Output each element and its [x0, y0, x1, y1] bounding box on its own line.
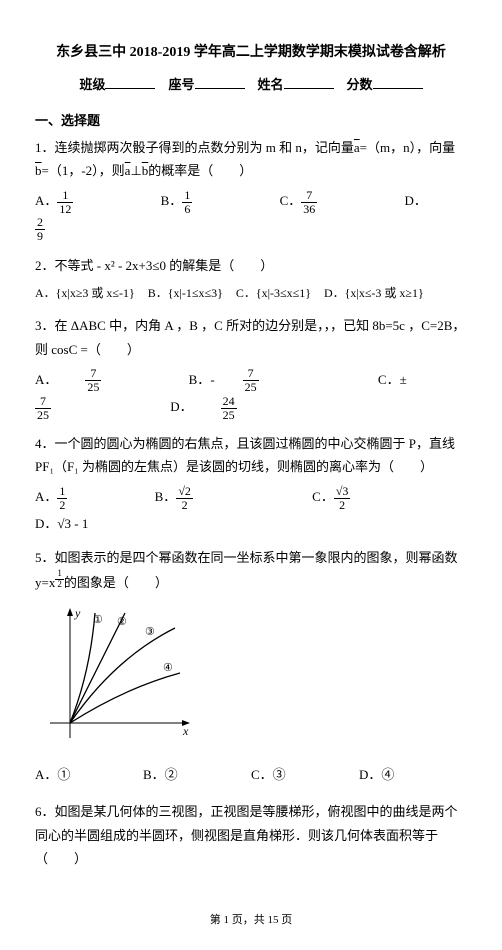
svg-text:y: y — [74, 606, 81, 620]
svg-text:②: ② — [117, 616, 127, 628]
question-5: 5．如图表示的是四个幂函数在同一坐标系中第一象限内的图象，则幂函数 y=x12的… — [35, 546, 467, 595]
score-label: 分数 — [347, 77, 373, 92]
class-blank — [105, 74, 155, 89]
seat-label: 座号 — [168, 77, 194, 92]
svg-text:x: x — [182, 724, 189, 738]
q4-opt-c: C．√32 — [312, 489, 406, 504]
score-blank — [373, 74, 423, 89]
q2-opt-a: A．{x|x≥3 或 x≤-1} — [35, 286, 135, 300]
q4-opt-b: B．√22 — [155, 489, 249, 504]
question-6: 6．如图是某几何体的三视图，正视图是等腰梯形，俯视图中的曲线是两个同心的半圆组成… — [35, 800, 467, 870]
svg-text:③: ③ — [145, 626, 155, 638]
name-blank — [284, 74, 334, 89]
q2-options: A．{x|x≥3 或 x≤-1} B．{x|-1≤x≤3} C．{x|-3≤x≤… — [35, 283, 467, 305]
q2-opt-c: C．{x|-3≤x≤1} — [236, 286, 311, 300]
power-function-graph-icon: y x ① ② ③ ④ — [45, 603, 195, 748]
name-label: 姓名 — [258, 77, 284, 92]
q1-text-a: 1．连续抛掷两次骰子得到的点数分别为 m 和 n，记向量 — [35, 140, 354, 155]
q5-opt-d: D．④ — [359, 763, 467, 786]
q1-opt-b: B．16 — [161, 193, 249, 208]
q1-eq-a: =（m，n），向量 — [360, 140, 455, 155]
question-1: 1．连续抛掷两次骰子得到的点数分别为 m 和 n，记向量a=（m，n），向量b=… — [35, 136, 467, 183]
svg-text:①: ① — [93, 614, 103, 626]
svg-text:④: ④ — [163, 662, 173, 674]
page-title: 东乡县三中 2018-2019 学年高二上学期数学期末模拟试卷含解析 — [35, 40, 467, 65]
question-4: 4．一个圆的圆心为椭圆的右焦点，且该圆过椭圆的中心交椭圆于 P，直线 PF₁（F… — [35, 432, 467, 479]
q2-opt-b: B．{x|-1≤x≤3} — [148, 286, 223, 300]
q3-opt-a: A．725 — [35, 372, 157, 387]
q1-tail: 的概率是（ ） — [148, 163, 252, 178]
subheader: 班级 座号 姓名 分数 — [35, 73, 467, 96]
q5-options: A．① B．② C．③ D．④ — [35, 763, 467, 786]
q2-opt-d: D．{x|x≤-3 或 x≥1} — [324, 286, 424, 300]
q5-opt-a: A．① — [35, 763, 143, 786]
q5-opt-b: B．② — [143, 763, 251, 786]
q3-options: A．725 B．-725 C．±725 D．2425 — [35, 367, 467, 422]
q1-eq-b: =（1，-2），则 — [42, 163, 125, 178]
page-footer: 第 1 页，共 15 页 — [35, 911, 467, 931]
q5-figure: y x ① ② ③ ④ — [45, 603, 467, 755]
seat-blank — [195, 74, 245, 89]
q1-opt-c: C．736 — [280, 193, 374, 208]
q3-opt-b: B．-725 — [189, 372, 315, 387]
perp-icon: ⊥ — [130, 163, 141, 178]
question-2: 2．不等式 - x² - 2x+3≤0 的解集是（ ） — [35, 254, 467, 277]
q5-tail: 的图象是（ ） — [64, 575, 168, 590]
class-label: 班级 — [79, 77, 105, 92]
q3-opt-d: D．2425 — [170, 399, 292, 414]
q1-options: A．112 B．16 C．736 D．29 — [35, 189, 467, 244]
question-3: 3．在 ΔABC 中，内角 A ，B ，C 所对的边分别是，，，已知 8b=5c… — [35, 314, 467, 361]
q4-options: A．12 B．√22 C．√32 D．√3 - 1 — [35, 485, 467, 536]
q5-opt-c: C．③ — [251, 763, 359, 786]
section-heading: 一、选择题 — [35, 109, 467, 132]
q1-opt-a: A．112 — [35, 193, 129, 208]
q4-opt-a: A．12 — [35, 489, 123, 504]
q4-opt-d: D．√3 - 1 — [35, 516, 116, 531]
